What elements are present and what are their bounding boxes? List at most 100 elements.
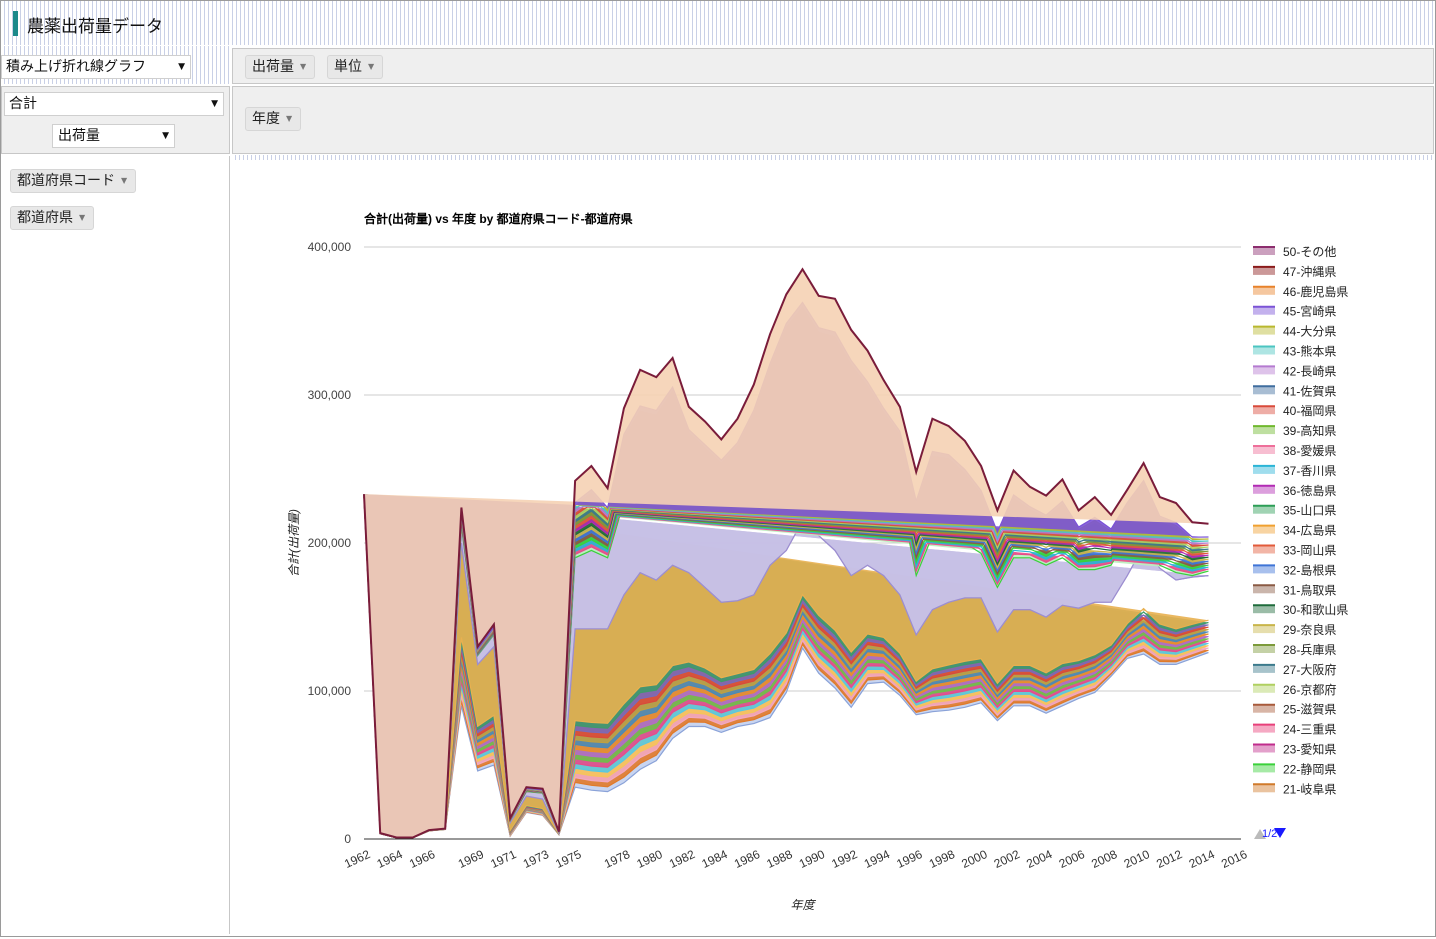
column-field-0[interactable]: 出荷量 ▼	[245, 55, 316, 79]
x-tick-label: 1978	[602, 847, 632, 871]
series-line	[363, 496, 1209, 839]
chevron-down-icon: ▼	[178, 62, 185, 72]
legend-entry: 41-佐賀県	[1283, 384, 1336, 398]
legend-swatch	[1253, 266, 1275, 275]
legend-swatch	[1253, 505, 1275, 514]
filter-field-0[interactable]: 都道府県コード ▼	[10, 169, 137, 193]
legend-entry: 35-山口県	[1283, 504, 1336, 518]
legend-swatch	[1253, 286, 1275, 295]
legend-entry: 24-三重県	[1283, 723, 1336, 737]
legend-entry: 33-岡山県	[1283, 544, 1336, 558]
legend-swatch	[1253, 366, 1275, 375]
legend-swatch	[1253, 704, 1275, 713]
aggregator-field-select-value: 出荷量	[58, 128, 100, 144]
legend-entry: 36-徳島県	[1283, 483, 1336, 498]
legend-entry: 21-岐阜県	[1283, 782, 1336, 796]
x-tick-label: 1994	[862, 847, 892, 871]
x-tick-label: 1964	[375, 847, 405, 871]
x-tick-label: 1969	[456, 847, 486, 871]
dropdown-arrow-icon: ▼	[368, 62, 375, 71]
renderer-select[interactable]: 積み上げ折れ線グラフ ▼	[1, 55, 191, 79]
legend-swatch	[1253, 625, 1275, 634]
x-tick-label: 1984	[699, 847, 729, 871]
filter-field-1[interactable]: 都道府県 ▼	[10, 206, 95, 230]
dropdown-arrow-icon: ▼	[79, 213, 86, 222]
legend-entry: 43-熊本県	[1283, 344, 1336, 359]
legend-entry: 45-宮崎県	[1283, 304, 1336, 319]
x-axis-label: 年度	[790, 898, 816, 912]
row-field-0[interactable]: 年度 ▼	[245, 107, 302, 131]
chart-container: 合計(出荷量) vs 年度 by 都道府県コード-都道府県 0 100,000 200…	[232, 160, 1434, 935]
row-fields-panel	[232, 86, 1434, 154]
y-tick-label: 0	[344, 832, 351, 846]
unused-fields-panel	[1, 156, 230, 934]
chevron-down-icon: ▼	[162, 131, 169, 141]
legend-entry: 44-大分県	[1283, 325, 1336, 339]
dropdown-arrow-icon: ▼	[300, 62, 307, 71]
legend-entry: 42-長崎県	[1283, 364, 1336, 378]
legend-swatch	[1253, 426, 1275, 435]
x-tick-label: 1975	[553, 847, 583, 871]
legend-swatch	[1253, 684, 1275, 693]
legend-entry: 50-その他	[1283, 245, 1336, 259]
x-tick-label: 1986	[732, 847, 762, 871]
x-tick-label: 1962	[342, 847, 372, 871]
pager-label: 1/2	[1262, 828, 1277, 840]
legend-swatch	[1253, 545, 1275, 554]
legend-swatch	[1253, 525, 1275, 534]
aggregator-field-select[interactable]: 出荷量 ▼	[52, 124, 175, 148]
row-field-0-label: 年度	[252, 111, 280, 127]
x-tick-label: 2012	[1154, 847, 1184, 871]
legend-entry: 39-高知県	[1283, 423, 1336, 438]
legend-entry: 47-沖縄県	[1283, 264, 1336, 279]
legend-swatch	[1253, 247, 1275, 255]
x-tick-label: 1992	[829, 847, 859, 871]
legend-swatch	[1253, 744, 1275, 753]
x-tick-label: 2014	[1187, 847, 1217, 871]
legend-swatch	[1253, 645, 1275, 653]
aggregator-select-value: 合計	[9, 96, 37, 112]
title-bar: 農薬出荷量データ	[1, 1, 1434, 45]
legend-swatch	[1253, 605, 1275, 614]
legend-swatch	[1253, 406, 1275, 415]
legend-swatch	[1253, 386, 1275, 395]
filter-field-1-label: 都道府県	[17, 210, 73, 226]
dropdown-arrow-icon: ▼	[121, 176, 128, 185]
x-tick-label: 2004	[1024, 847, 1054, 871]
chart-title: 合計(出荷量) vs 年度 by 都道府県コード-都道府県	[364, 211, 633, 226]
filter-field-0-label: 都道府県コード	[17, 173, 115, 189]
column-fields-panel	[232, 48, 1434, 84]
pager-down-icon	[1274, 828, 1286, 838]
x-tick-label: 2010	[1122, 847, 1152, 871]
series-line	[363, 267, 1209, 839]
legend-entry: 38-愛媛県	[1283, 444, 1336, 458]
title-accent-bar	[13, 11, 18, 36]
renderer-select-value: 積み上げ折れ線グラフ	[6, 59, 146, 75]
x-tick-label: 2000	[959, 847, 989, 871]
pager-up-icon	[1254, 829, 1266, 839]
legend-swatch	[1253, 784, 1275, 793]
legend-swatch	[1253, 664, 1275, 673]
x-tick-label: 1982	[667, 847, 697, 871]
x-tick-label: 1996	[894, 847, 924, 871]
column-field-1[interactable]: 単位 ▼	[327, 55, 384, 79]
legend-entry: 27-大阪府	[1283, 662, 1336, 677]
legend-swatch	[1253, 764, 1275, 773]
legend-swatch	[1253, 565, 1275, 574]
x-tick-label: 1980	[634, 847, 664, 871]
legend-swatch	[1253, 485, 1275, 494]
legend-entry: 29-奈良県	[1283, 622, 1336, 637]
x-tick-label: 1990	[797, 847, 827, 871]
legend-entry: 40-福岡県	[1283, 403, 1336, 418]
y-axis-label: 合計(出荷量)	[287, 509, 301, 577]
dropdown-arrow-icon: ▼	[286, 114, 293, 123]
aggregator-select[interactable]: 合計 ▼	[4, 92, 224, 116]
x-tick-label: 1973	[521, 847, 551, 871]
legend-swatch	[1253, 724, 1275, 733]
legend-entry: 28-兵庫県	[1283, 643, 1336, 657]
legend-entry: 31-鳥取県	[1283, 582, 1336, 597]
column-field-0-label: 出荷量	[252, 59, 294, 75]
chevron-down-icon: ▼	[211, 99, 218, 109]
y-tick-label: 100,000	[308, 684, 352, 698]
x-tick-label: 1988	[764, 847, 794, 871]
